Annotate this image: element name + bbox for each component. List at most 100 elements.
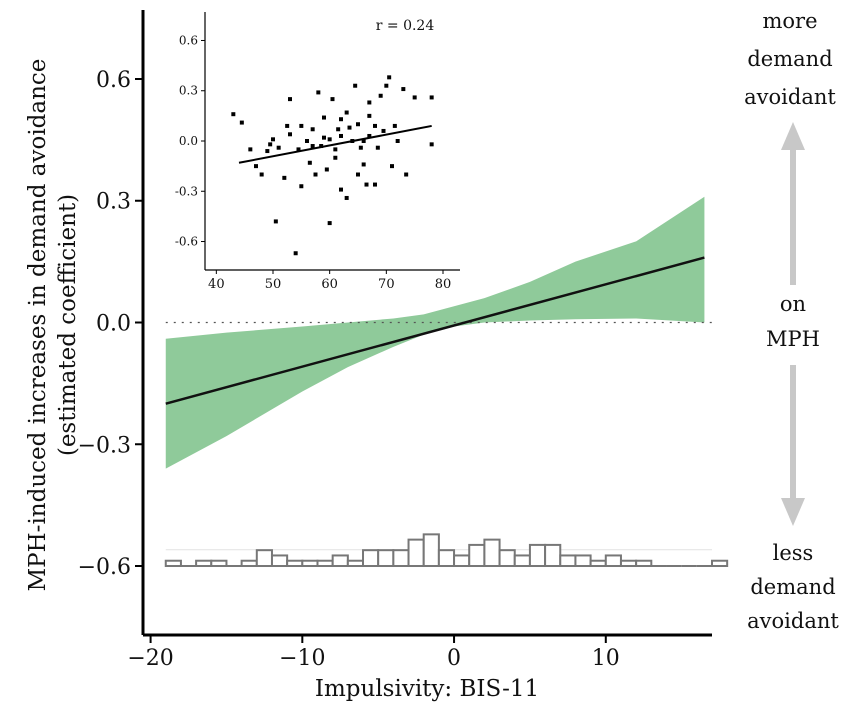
inset-data-point: [276, 145, 281, 150]
histogram-bar: [513, 554, 531, 568]
side-label-middle-1: on: [780, 292, 806, 316]
inset-data-point: [322, 135, 326, 140]
histogram-bar: [453, 554, 471, 568]
y-tick-label: 0.3: [96, 190, 131, 215]
inset-regression-line: [238, 124, 432, 164]
histogram-bar: [362, 549, 380, 568]
inset-data-point: [339, 133, 343, 138]
inset-data-point: [361, 139, 366, 143]
inset-data-point: [305, 139, 309, 143]
histogram-bar: [240, 559, 258, 568]
y-axis-label-line-1: MPH-induced increases in demand avoidanc…: [25, 59, 51, 592]
inset-data-point: [319, 144, 324, 149]
y-axis-label-group: MPH-induced increases in demand avoidanc…: [25, 59, 81, 592]
inset-data-point: [336, 127, 341, 132]
histogram-bar: [711, 559, 729, 568]
histogram-bar: [483, 538, 501, 568]
x-axis-label: Impulsivity: BIS-11: [315, 676, 539, 702]
y-tick-label: −0.6: [78, 555, 131, 580]
inset-data-point: [316, 90, 321, 95]
inset-data-point: [378, 93, 383, 98]
inset-data-point: [344, 195, 349, 200]
side-label-bottom: less demand avoidant: [747, 541, 839, 633]
histogram-bar: [559, 554, 577, 568]
inset-data-point: [268, 142, 273, 147]
inset-data-point: [356, 122, 360, 127]
side-label-middle-2: MPH: [766, 327, 820, 351]
inset-data-point: [412, 95, 417, 100]
histogram-bar: [346, 559, 365, 568]
histogram-bar: [195, 559, 213, 568]
side-label-top-2: demand: [747, 47, 832, 71]
y-tick-label: −0.3: [78, 433, 131, 458]
inset-data-point: [339, 187, 343, 192]
inset-y-tick-label: -0.6: [175, 235, 198, 249]
inset-data-point: [367, 113, 372, 118]
histogram-bar: [407, 538, 425, 568]
histogram-layer: [164, 533, 729, 568]
inset-data-point: [339, 117, 343, 122]
inset-data-point: [273, 219, 278, 224]
side-label-top-1: more: [762, 9, 817, 33]
y-tick-label: 0.0: [96, 312, 131, 337]
inset-data-point: [356, 172, 360, 177]
confidence-band-layer: [165, 196, 705, 469]
inset-data-point: [248, 147, 253, 152]
inset-data-point: [288, 97, 292, 102]
inset-data-point: [299, 184, 304, 189]
inset-y-tick-label: -0.3: [175, 184, 198, 198]
inset-data-point: [344, 110, 349, 115]
inset-data-point: [239, 120, 244, 125]
histogram-bar: [301, 559, 319, 568]
inset-data-point: [299, 123, 304, 128]
inset-data-point: [404, 172, 409, 177]
histogram-bar: [270, 554, 289, 568]
inset-data-point: [310, 127, 315, 132]
inset-x-tick-label: 40: [208, 277, 225, 292]
inset-data-point: [392, 123, 397, 128]
side-label-bottom-2: demand: [750, 575, 835, 599]
histogram-bar: [468, 543, 486, 568]
side-label-top: more demand avoidant: [744, 9, 836, 109]
x-tick-label: −10: [279, 646, 325, 671]
inset-data-point: [330, 97, 335, 102]
inset-data-point: [361, 162, 366, 167]
histogram-bar: [544, 543, 562, 568]
inset-data-point: [373, 182, 377, 187]
histogram-bar: [255, 549, 273, 568]
inset-data-point: [429, 142, 434, 147]
inset-x-tick-label: 50: [265, 277, 282, 292]
fit-line-layer: [165, 256, 705, 405]
inset-data-point: [381, 128, 386, 133]
side-label-top-3: avoidant: [744, 85, 836, 109]
inset-x-tick-label: 70: [378, 277, 395, 292]
inset-y-tick-label: 0.6: [179, 33, 198, 47]
inset-y-tick-label: 0.3: [179, 84, 198, 98]
inset-data-point: [358, 145, 363, 150]
inset-data-point: [387, 75, 392, 80]
inset-data-point: [375, 145, 380, 150]
side-label-middle: on MPH: [766, 292, 820, 351]
inset-x-tick-label: 60: [321, 277, 338, 292]
inset-data-point: [429, 95, 434, 100]
inset-data-point: [293, 251, 298, 256]
x-tick-label: 0: [447, 646, 461, 671]
histogram-bar: [619, 559, 638, 568]
inset-r-annotation: r = 0.24: [376, 18, 435, 34]
inset-data-point: [395, 139, 400, 143]
inset-data-point: [353, 83, 358, 88]
inset-data-point: [327, 221, 332, 226]
inset-data-point: [384, 83, 389, 88]
inset-data-point: [322, 115, 326, 120]
inset-data-point: [285, 123, 290, 128]
inset-data-point: [313, 172, 318, 177]
histogram-bar: [604, 554, 622, 568]
inset-data-point: [259, 172, 264, 177]
histogram-bar: [392, 549, 410, 568]
histogram-bar: [210, 559, 228, 568]
y-axis-label-line-2: (estimated coefficient): [55, 194, 81, 456]
inset-data-point: [367, 100, 372, 105]
histogram-bar: [589, 559, 607, 568]
